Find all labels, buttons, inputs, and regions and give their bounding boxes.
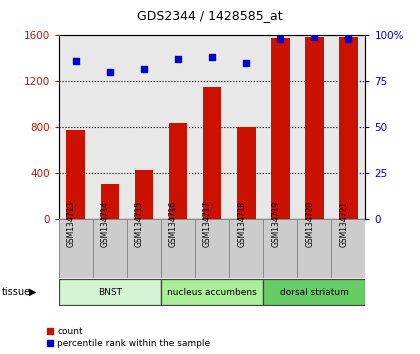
Bar: [127, 219, 161, 278]
Bar: [229, 219, 263, 278]
Text: GSM134716: GSM134716: [169, 201, 178, 247]
Point: [277, 36, 284, 42]
Legend: count, percentile rank within the sample: count, percentile rank within the sample: [47, 327, 210, 348]
Text: tissue: tissue: [2, 287, 31, 297]
Bar: [195, 219, 229, 278]
Point: [141, 66, 147, 72]
Text: GDS2344 / 1428585_at: GDS2344 / 1428585_at: [137, 9, 283, 22]
Bar: [305, 36, 324, 219]
Point: [345, 36, 352, 42]
Bar: [100, 184, 119, 219]
Text: GSM134720: GSM134720: [305, 201, 314, 247]
Text: BNST: BNST: [98, 287, 122, 297]
Bar: [161, 279, 263, 305]
Bar: [161, 219, 195, 278]
Bar: [59, 279, 161, 305]
Point: [243, 60, 249, 66]
Point: [175, 57, 181, 62]
Bar: [263, 219, 297, 278]
Point: [73, 58, 79, 64]
Text: GSM134714: GSM134714: [101, 201, 110, 247]
Bar: [93, 219, 127, 278]
Text: ▶: ▶: [29, 287, 36, 297]
Bar: [203, 87, 221, 219]
Bar: [59, 219, 93, 278]
Bar: [331, 219, 365, 278]
Text: GSM134718: GSM134718: [237, 201, 246, 247]
Bar: [271, 38, 290, 219]
Point: [209, 55, 215, 60]
Bar: [297, 219, 331, 278]
Bar: [169, 123, 187, 219]
Text: dorsal striatum: dorsal striatum: [280, 287, 349, 297]
Text: GSM134719: GSM134719: [271, 201, 280, 247]
Bar: [339, 36, 358, 219]
Text: nucleus accumbens: nucleus accumbens: [167, 287, 257, 297]
Point: [107, 69, 113, 75]
Bar: [66, 130, 85, 219]
Text: GSM134721: GSM134721: [339, 201, 348, 247]
Text: GSM134713: GSM134713: [67, 201, 76, 247]
Bar: [134, 170, 153, 219]
Bar: [263, 279, 365, 305]
Text: GSM134717: GSM134717: [203, 201, 212, 247]
Bar: [237, 127, 255, 219]
Text: GSM134715: GSM134715: [135, 201, 144, 247]
Point: [311, 34, 318, 40]
